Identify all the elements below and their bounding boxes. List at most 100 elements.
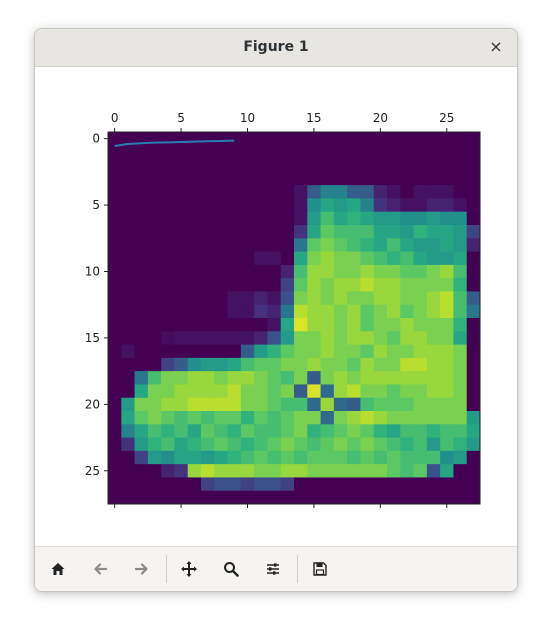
heatmap-cell (373, 371, 388, 385)
heatmap-cell (147, 264, 162, 279)
forward-button[interactable] (129, 556, 155, 582)
heatmap-cell (347, 464, 361, 478)
heatmap-cell (174, 371, 189, 385)
close-icon[interactable]: × (489, 37, 503, 56)
heatmap-cell (227, 477, 242, 492)
heatmap-cell (466, 477, 481, 492)
heatmap-cell (347, 318, 361, 332)
heatmap-cell (267, 411, 282, 425)
heatmap-cell (440, 344, 454, 359)
heatmap-cell (108, 411, 122, 425)
heatmap-cell (280, 371, 295, 385)
heatmap-cell (174, 490, 189, 505)
heatmap-cell (201, 344, 215, 359)
heatmap-cell (254, 357, 268, 372)
back-button[interactable] (87, 556, 113, 582)
heatmap-cell (214, 490, 228, 505)
heatmap-cell (240, 278, 255, 292)
configure-button[interactable] (260, 556, 286, 582)
pan-button[interactable] (176, 556, 202, 582)
heatmap-cell (347, 171, 361, 186)
heatmap-cell (134, 264, 149, 279)
heatmap-cell (174, 132, 189, 146)
heatmap-cell (440, 331, 454, 345)
figure-canvas[interactable]: 0 5 10 15 20 25 0 5 10 15 20 25 (35, 67, 517, 547)
heatmap-cell (134, 464, 149, 478)
heatmap-cell (214, 132, 228, 146)
heatmap-cell (147, 304, 162, 319)
heatmap-cell (174, 477, 189, 492)
heatmap-cell (187, 264, 202, 279)
heatmap-cell (426, 171, 441, 186)
heatmap-cell (108, 450, 122, 465)
heatmap-cell (240, 397, 255, 412)
heatmap-cell (400, 411, 414, 425)
heatmap-cell (413, 185, 428, 199)
heatmap-cell (267, 464, 282, 478)
heatmap-cell (333, 251, 348, 266)
home-button[interactable] (45, 556, 71, 582)
heatmap-cell (187, 185, 202, 199)
heatmap-cell (254, 171, 268, 186)
heatmap-cell (413, 477, 428, 492)
heatmap-cell (440, 225, 454, 239)
heatmap-cell (201, 238, 215, 252)
heatmap-cell (187, 371, 202, 385)
heatmap-cell (440, 384, 454, 399)
heatmap-cell (413, 424, 428, 438)
heatmap-cell (426, 437, 441, 452)
heatmap-plot[interactable]: 0 5 10 15 20 25 0 5 10 15 20 25 (35, 67, 517, 547)
save-button[interactable] (307, 556, 333, 582)
heatmap-cell (426, 304, 441, 319)
zoom-button[interactable] (218, 556, 244, 582)
heatmap-cell (201, 318, 215, 332)
heatmap-cell (387, 318, 401, 332)
heatmap-cell (227, 278, 242, 292)
heatmap-cell (413, 278, 428, 292)
heatmap-cell (294, 318, 308, 332)
heatmap-cell (121, 198, 135, 213)
heatmap-cell (400, 477, 414, 492)
heatmap-cell (254, 304, 268, 319)
heatmap-cell (214, 477, 228, 492)
heatmap-cell (333, 371, 348, 385)
heatmap-cell (373, 251, 388, 266)
heatmap-cell (400, 357, 414, 372)
title-bar[interactable]: Figure 1 × (35, 29, 517, 67)
heatmap-cell (373, 185, 388, 199)
heatmap-cell (267, 225, 282, 239)
heatmap-cell (147, 357, 162, 372)
heatmap-cell (400, 198, 414, 213)
heatmap-cell (360, 145, 375, 159)
heatmap-cell (134, 424, 149, 438)
heatmap-cell (254, 211, 268, 226)
heatmap-cell (161, 344, 175, 359)
heatmap-cell (254, 238, 268, 252)
heatmap-cell (373, 424, 388, 438)
heatmap-cell (108, 291, 122, 306)
heatmap-cell (174, 145, 189, 159)
heatmap-cell (453, 264, 468, 279)
heatmap-cell (413, 411, 428, 425)
heatmap-cell (227, 490, 242, 505)
heatmap-cell (267, 357, 282, 372)
heatmap-cell (161, 158, 175, 173)
heatmap-cell (387, 211, 401, 226)
heatmap-cell (307, 371, 321, 385)
heatmap-cell (466, 291, 481, 306)
heatmap-cell (466, 437, 481, 452)
heatmap-cell (440, 490, 454, 505)
heatmap-cell (466, 211, 481, 226)
heatmap-cell (161, 278, 175, 292)
heatmap-cell (466, 490, 481, 505)
heatmap-cell (413, 264, 428, 279)
heatmap-cell (267, 424, 282, 438)
heatmap-cell (360, 490, 375, 505)
heatmap-cell (254, 145, 268, 159)
heatmap-cell (333, 464, 348, 478)
heatmap-cell (161, 185, 175, 199)
heatmap-cell (347, 490, 361, 505)
heatmap-cell (347, 437, 361, 452)
heatmap-cell (267, 490, 282, 505)
heatmap-cell (320, 411, 335, 425)
